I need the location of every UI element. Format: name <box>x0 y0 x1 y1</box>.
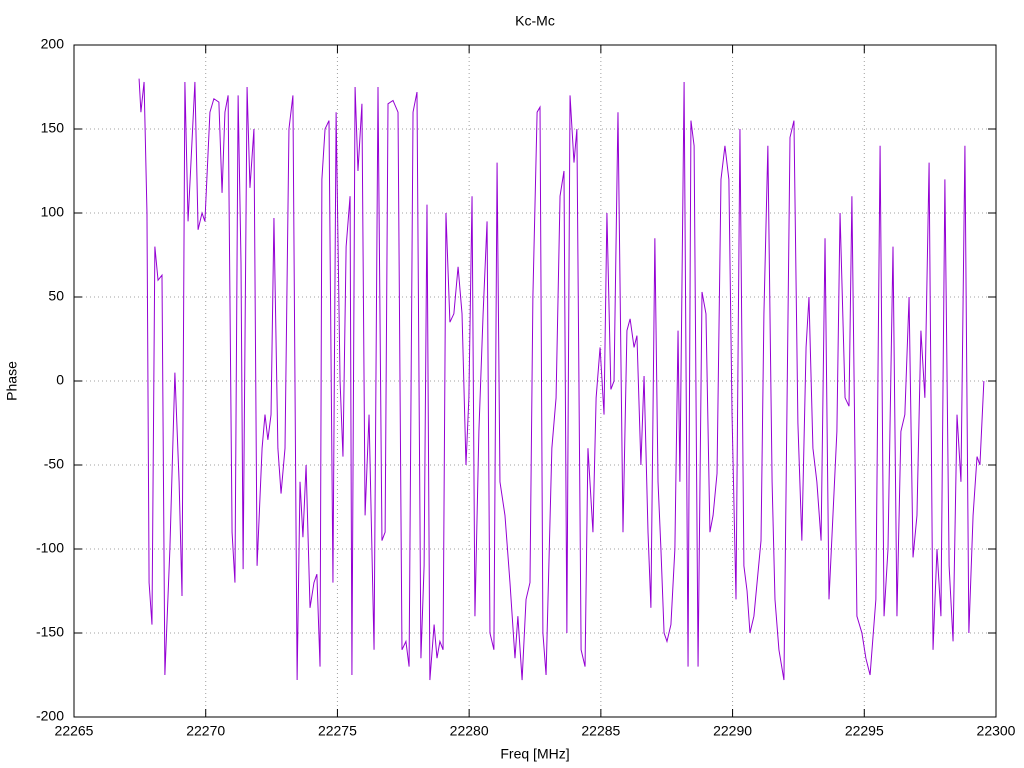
x-tick-label: 22285 <box>581 723 620 739</box>
y-axis-label: Phase <box>4 361 20 401</box>
x-tick-label: 22265 <box>55 723 94 739</box>
x-tick-label: 22275 <box>318 723 357 739</box>
plot-border <box>73 44 997 718</box>
x-axis-label: Freq [MHz] <box>500 746 569 762</box>
x-tick-label: 22300 <box>977 723 1016 739</box>
y-tick-label: -200 <box>36 708 64 724</box>
y-tick-label: 50 <box>48 288 64 304</box>
y-tick-label: 0 <box>56 372 64 388</box>
x-tick-label: 22280 <box>450 723 489 739</box>
y-tick-label: 100 <box>41 204 65 220</box>
y-tick-label: 150 <box>41 120 65 136</box>
x-tick-label: 22295 <box>845 723 884 739</box>
y-tick-label: -100 <box>36 540 64 556</box>
chart-title: Kc-Mc <box>515 13 555 29</box>
y-tick-label: -150 <box>36 624 64 640</box>
x-tick-label: 22290 <box>713 723 752 739</box>
data-line <box>138 78 985 681</box>
y-tick-label: 200 <box>41 36 65 52</box>
x-tick-label: 22270 <box>186 723 225 739</box>
y-tick-label: -50 <box>44 456 64 472</box>
